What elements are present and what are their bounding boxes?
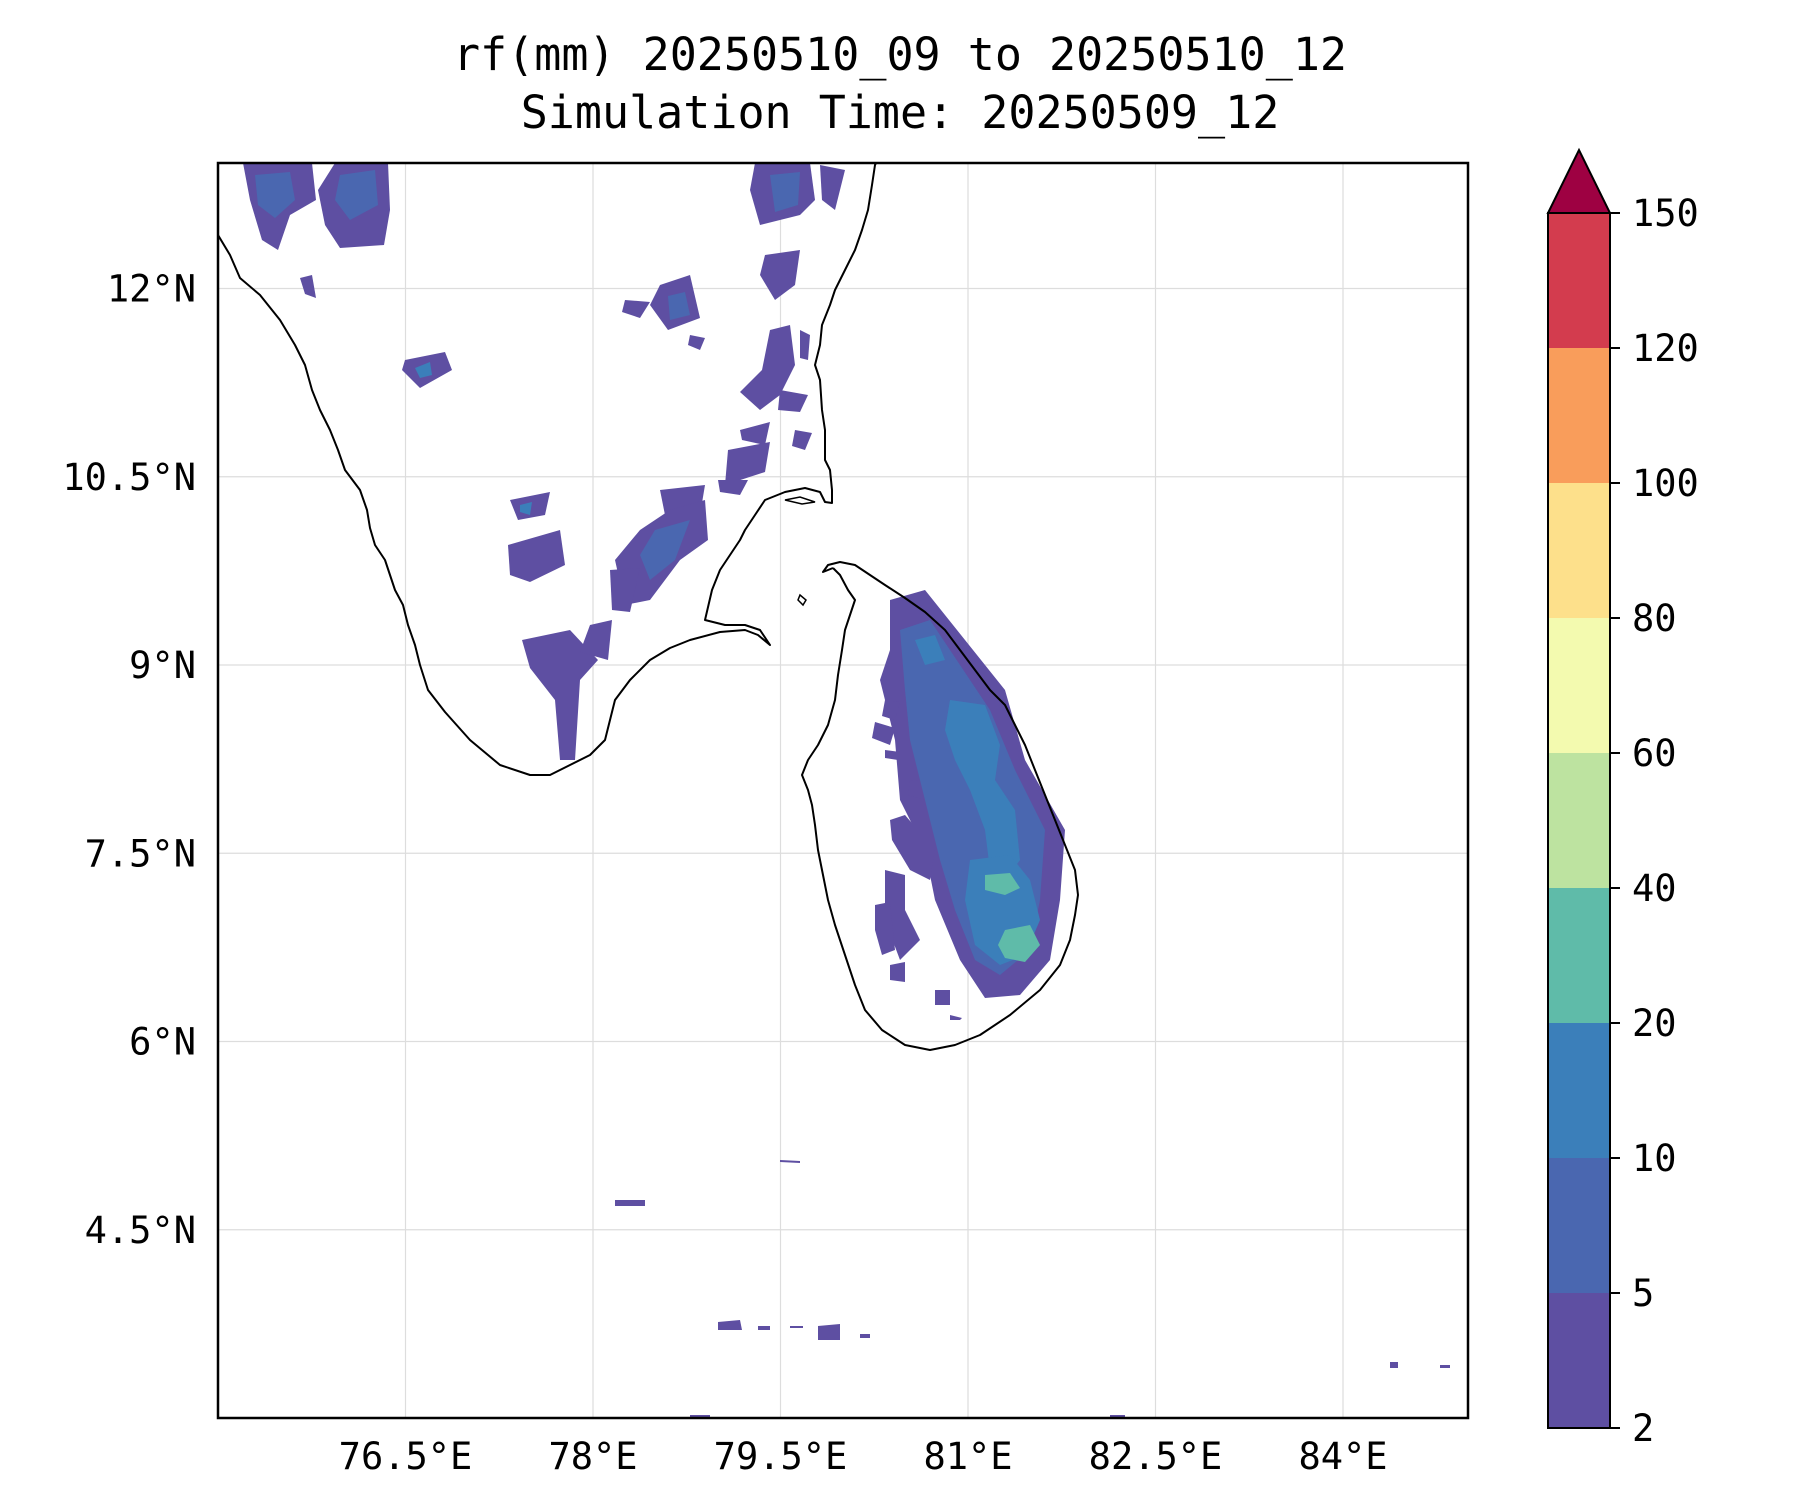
colorbar-segment (1548, 888, 1610, 1023)
y-tick-label: 12°N (107, 268, 196, 311)
gridlines (218, 163, 1468, 1418)
map-frame (216, 161, 1470, 1420)
colorbar-segment (1548, 753, 1610, 888)
colorbar-segment (1548, 618, 1610, 753)
colorbar-segment (1548, 483, 1610, 618)
colorbar-segment (1548, 1293, 1610, 1428)
x-tick-label: 82.5°E (1089, 1435, 1223, 1478)
colorbar-tick-label: 80 (1632, 597, 1677, 640)
y-tick-label: 10.5°N (62, 456, 196, 499)
coastline-sri-lanka (801, 561, 1079, 1051)
colorbar-tick-label: 150 (1632, 192, 1699, 235)
x-tick-label: 79.5°E (714, 1435, 848, 1478)
colorbar-tick-label: 100 (1632, 462, 1699, 505)
x-tick-label: 78°E (548, 1435, 637, 1478)
coastline-india (218, 163, 877, 776)
colorbar-segment (1548, 213, 1610, 348)
colorbar-tick-label: 120 (1632, 327, 1699, 370)
coastline-island-2 (784, 496, 816, 505)
title-line-1: rf(mm) 20250510_09 to 20250510_12 (452, 28, 1348, 81)
x-tick-label: 76.5°E (339, 1435, 473, 1478)
coastline-island-1 (797, 593, 807, 607)
colorbar-tick-label: 60 (1632, 732, 1677, 775)
colorbar-extend-arrow (1546, 147, 1612, 214)
title-line-2: Simulation Time: 20250509_12 (520, 86, 1280, 139)
colorbar-tick-label: 5 (1632, 1272, 1654, 1315)
colorbar-tick-label: 40 (1632, 867, 1677, 910)
colorbar-frame (1547, 212, 1611, 1429)
colorbar-segment (1548, 1023, 1610, 1158)
rainfall-20-40mm (985, 873, 1040, 962)
x-tick-label: 81°E (923, 1435, 1012, 1478)
colorbar-segment (1548, 1158, 1610, 1293)
x-tick-label: 84°E (1298, 1435, 1387, 1478)
y-tick-label: 7.5°N (85, 832, 196, 875)
map-content (218, 163, 1450, 1418)
y-tick-label: 4.5°N (85, 1209, 196, 1252)
colorbar: 2 5 10 20 40 60 80 100 120 150 (1546, 147, 1699, 1450)
colorbar-segment (1548, 348, 1610, 483)
longitude-axis: 76.5°E 78°E 79.5°E 81°E 82.5°E 84°E (339, 1435, 1388, 1478)
colorbar-tick-label: 2 (1632, 1407, 1654, 1450)
latitude-axis: 12°N 10.5°N 9°N 7.5°N 6°N 4.5°N (62, 268, 196, 1252)
y-tick-label: 6°N (129, 1021, 196, 1064)
colorbar-tick-label: 10 (1632, 1137, 1677, 1180)
colorbar-tick-label: 20 (1632, 1002, 1677, 1045)
y-tick-label: 9°N (129, 644, 196, 687)
